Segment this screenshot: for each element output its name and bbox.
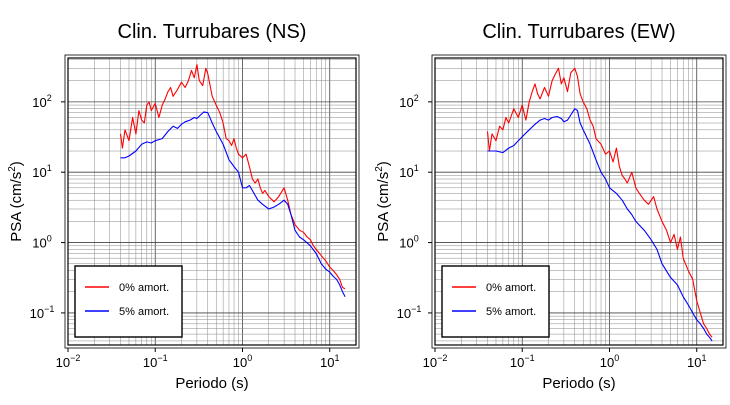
x-tick-exponent: 0 <box>247 353 252 363</box>
x-tick-label: 101 <box>320 353 339 370</box>
y-tick-label: 102 <box>399 93 418 110</box>
chart-title: Clin. Turrubares (EW) <box>482 21 675 43</box>
x-tick-exponent: −1 <box>157 353 167 363</box>
y-axis-label-main: PSA (cm/s <box>8 172 25 242</box>
x-tick-label: 100 <box>233 353 252 370</box>
series-line-undamped <box>119 63 346 290</box>
legend-label: 0% amort. <box>486 282 536 294</box>
y-tick-exponent: −1 <box>44 304 54 314</box>
x-tick-label: 101 <box>687 353 706 370</box>
y-tick-exponent: 0 <box>414 234 419 244</box>
y-tick-label: 101 <box>399 163 418 180</box>
y-tick-exponent: 1 <box>47 163 52 173</box>
series-line-undamped <box>486 67 713 338</box>
x-tick-exponent: 1 <box>701 353 706 363</box>
y-tick-exponent: 1 <box>414 163 419 173</box>
y-tick-label: 100 <box>32 234 51 251</box>
grid <box>434 58 724 345</box>
plot-frame-outer <box>431 54 727 349</box>
y-tick-label: 10−1 <box>30 304 55 321</box>
plot-frame <box>67 57 357 346</box>
x-tick-exponent: −2 <box>70 353 80 363</box>
legend-label: 0% amort. <box>119 282 169 294</box>
y-tick-exponent: 2 <box>414 93 419 103</box>
x-tick-label: 10−2 <box>56 353 81 370</box>
x-tick-label: 10−1 <box>510 353 535 370</box>
y-axis-label-main: PSA (cm/s <box>375 172 392 242</box>
chart-title: Clin. Turrubares (NS) <box>118 21 307 43</box>
y-axis-label-sup: 2 <box>7 166 18 172</box>
y-tick-label: 10−1 <box>397 304 422 321</box>
x-tick-exponent: −2 <box>437 353 447 363</box>
y-tick-label: 102 <box>32 93 51 110</box>
x-tick-label: 10−2 <box>423 353 448 370</box>
x-tick-label: 10−1 <box>143 353 168 370</box>
x-axis-label: Periodo (s) <box>175 375 248 392</box>
x-tick-exponent: 0 <box>614 353 619 363</box>
legend: 0% amort. 5% amort. <box>441 265 550 338</box>
x-tick-exponent: −1 <box>524 353 534 363</box>
y-tick-label: 101 <box>32 163 51 180</box>
y-tick-exponent: 2 <box>47 93 52 103</box>
y-tick-exponent: −1 <box>411 304 421 314</box>
y-axis-label: PSA (cm/s2) <box>374 161 392 242</box>
x-axis-label: Periodo (s) <box>542 375 615 392</box>
plot-frame-outer <box>64 54 360 349</box>
y-axis-label-sup: 2 <box>374 166 385 172</box>
legend: 0% amort. 5% amort. <box>74 265 183 338</box>
legend-box <box>441 265 550 338</box>
x-tick-exponent: 1 <box>334 353 339 363</box>
x-tick-label: 100 <box>600 353 619 370</box>
series-line-damped <box>120 111 346 297</box>
legend-box <box>74 265 183 338</box>
y-axis-label-close: ) <box>375 161 392 166</box>
y-tick-exponent: 0 <box>47 234 52 244</box>
legend-label: 5% amort. <box>486 306 536 318</box>
plot-frame <box>434 57 724 346</box>
series-line-damped <box>487 108 713 342</box>
y-axis-label-close: ) <box>8 161 25 166</box>
grid <box>67 58 357 345</box>
y-axis-label: PSA (cm/s2) <box>7 161 25 242</box>
legend-label: 5% amort. <box>119 306 169 318</box>
y-tick-label: 100 <box>399 234 418 251</box>
